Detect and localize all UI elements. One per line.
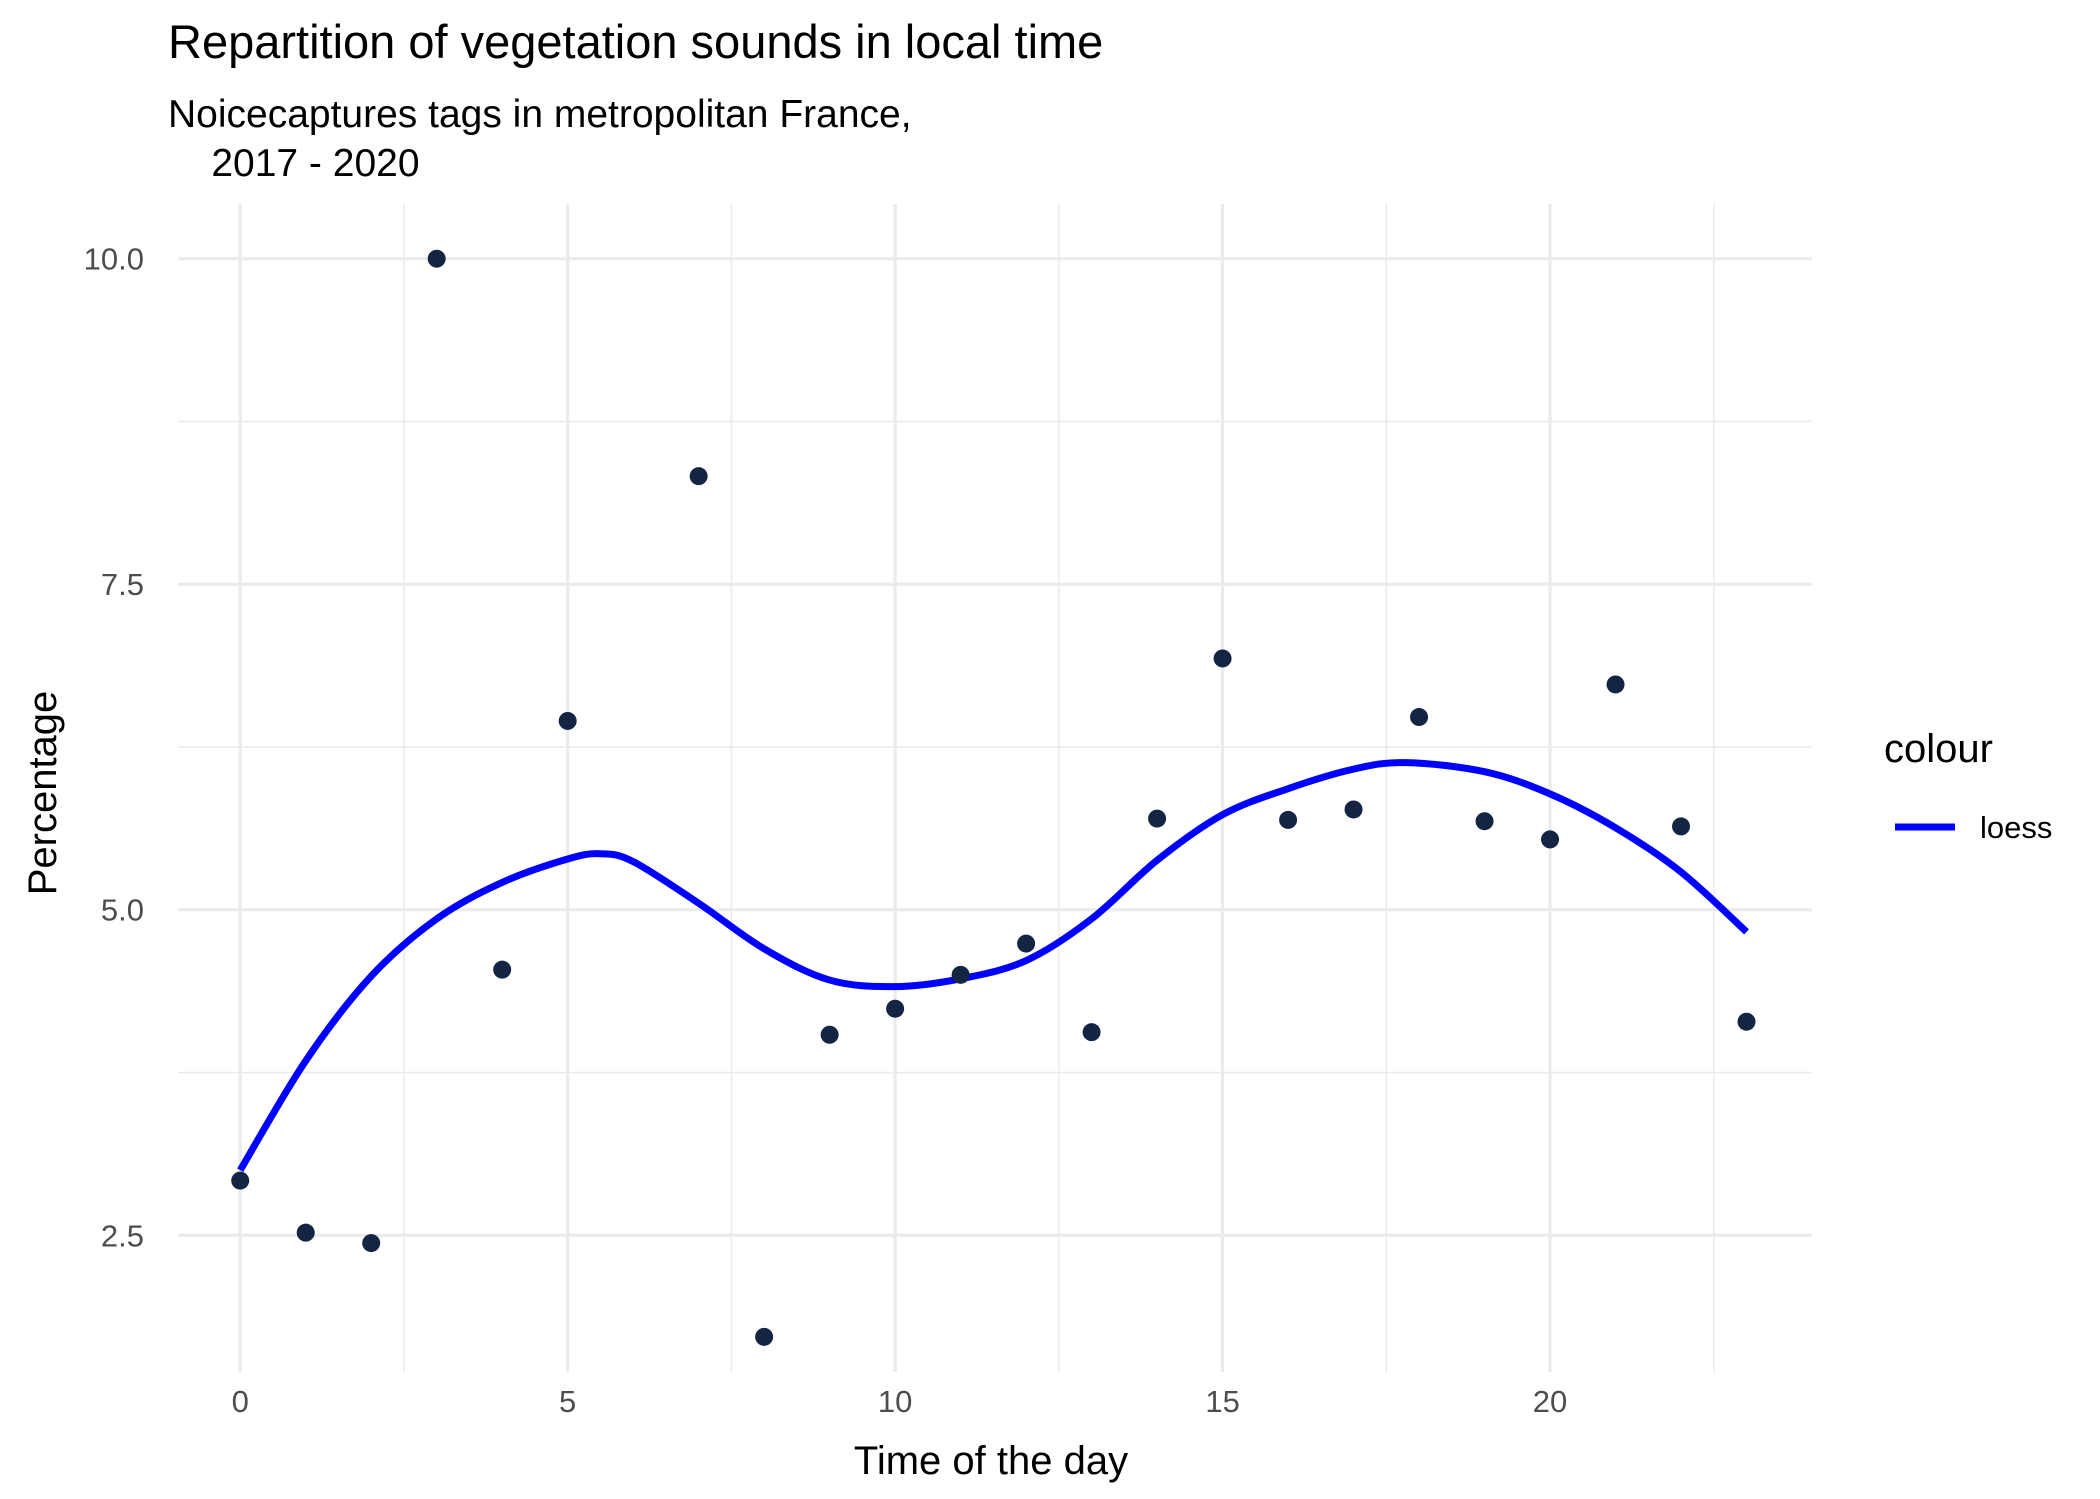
data-point — [231, 1171, 250, 1190]
data-point — [558, 711, 577, 730]
data-point — [1737, 1012, 1756, 1031]
y-axis-title: Percentage — [21, 691, 65, 896]
data-point — [1410, 708, 1429, 727]
data-point — [1672, 817, 1691, 836]
x-axis-title: Time of the day — [854, 1439, 1128, 1483]
data-point — [951, 965, 970, 984]
legend: colour loess — [1884, 727, 2052, 845]
data-point — [1017, 934, 1036, 953]
chart-subtitle: Noicecaptures tags in metropolitan Franc… — [168, 93, 912, 185]
y-axis-tick-labels: 2.5 5.0 7.5 10.0 — [84, 242, 144, 1254]
data-point — [427, 249, 446, 268]
chart-title: Repartition of vegetation sounds in loca… — [168, 15, 1104, 68]
data-point — [296, 1223, 315, 1242]
data-point — [493, 960, 512, 979]
data-point — [820, 1025, 839, 1044]
data-point — [1606, 675, 1625, 694]
data-point — [1148, 809, 1167, 828]
loess-line — [237, 759, 1749, 1172]
y-tick-label: 10.0 — [84, 242, 144, 277]
points-layer — [231, 249, 1756, 1346]
x-tick-label: 10 — [878, 1384, 912, 1419]
y-tick-label: 2.5 — [101, 1218, 144, 1253]
x-axis-tick-labels: 0 5 10 15 20 — [232, 1384, 1568, 1419]
data-point — [1344, 800, 1363, 819]
data-point — [1082, 1023, 1101, 1042]
legend-title: colour — [1884, 727, 1993, 771]
data-point — [1213, 649, 1232, 668]
x-tick-label: 15 — [1205, 1384, 1239, 1419]
y-tick-label: 5.0 — [101, 893, 144, 928]
data-point — [1475, 812, 1494, 831]
x-tick-label: 20 — [1533, 1384, 1567, 1419]
data-point — [886, 999, 905, 1018]
x-tick-label: 5 — [559, 1384, 576, 1419]
data-point — [362, 1234, 381, 1253]
minor-gridlines — [178, 204, 1812, 1372]
data-point — [1279, 810, 1298, 829]
legend-label-loess: loess — [1980, 810, 2052, 845]
x-tick-label: 0 — [232, 1384, 249, 1419]
y-tick-label: 7.5 — [101, 567, 144, 602]
data-point — [1541, 830, 1560, 849]
series-layer — [237, 759, 1749, 1172]
data-point — [689, 467, 708, 486]
major-gridlines — [178, 204, 1812, 1372]
data-point — [755, 1327, 774, 1346]
